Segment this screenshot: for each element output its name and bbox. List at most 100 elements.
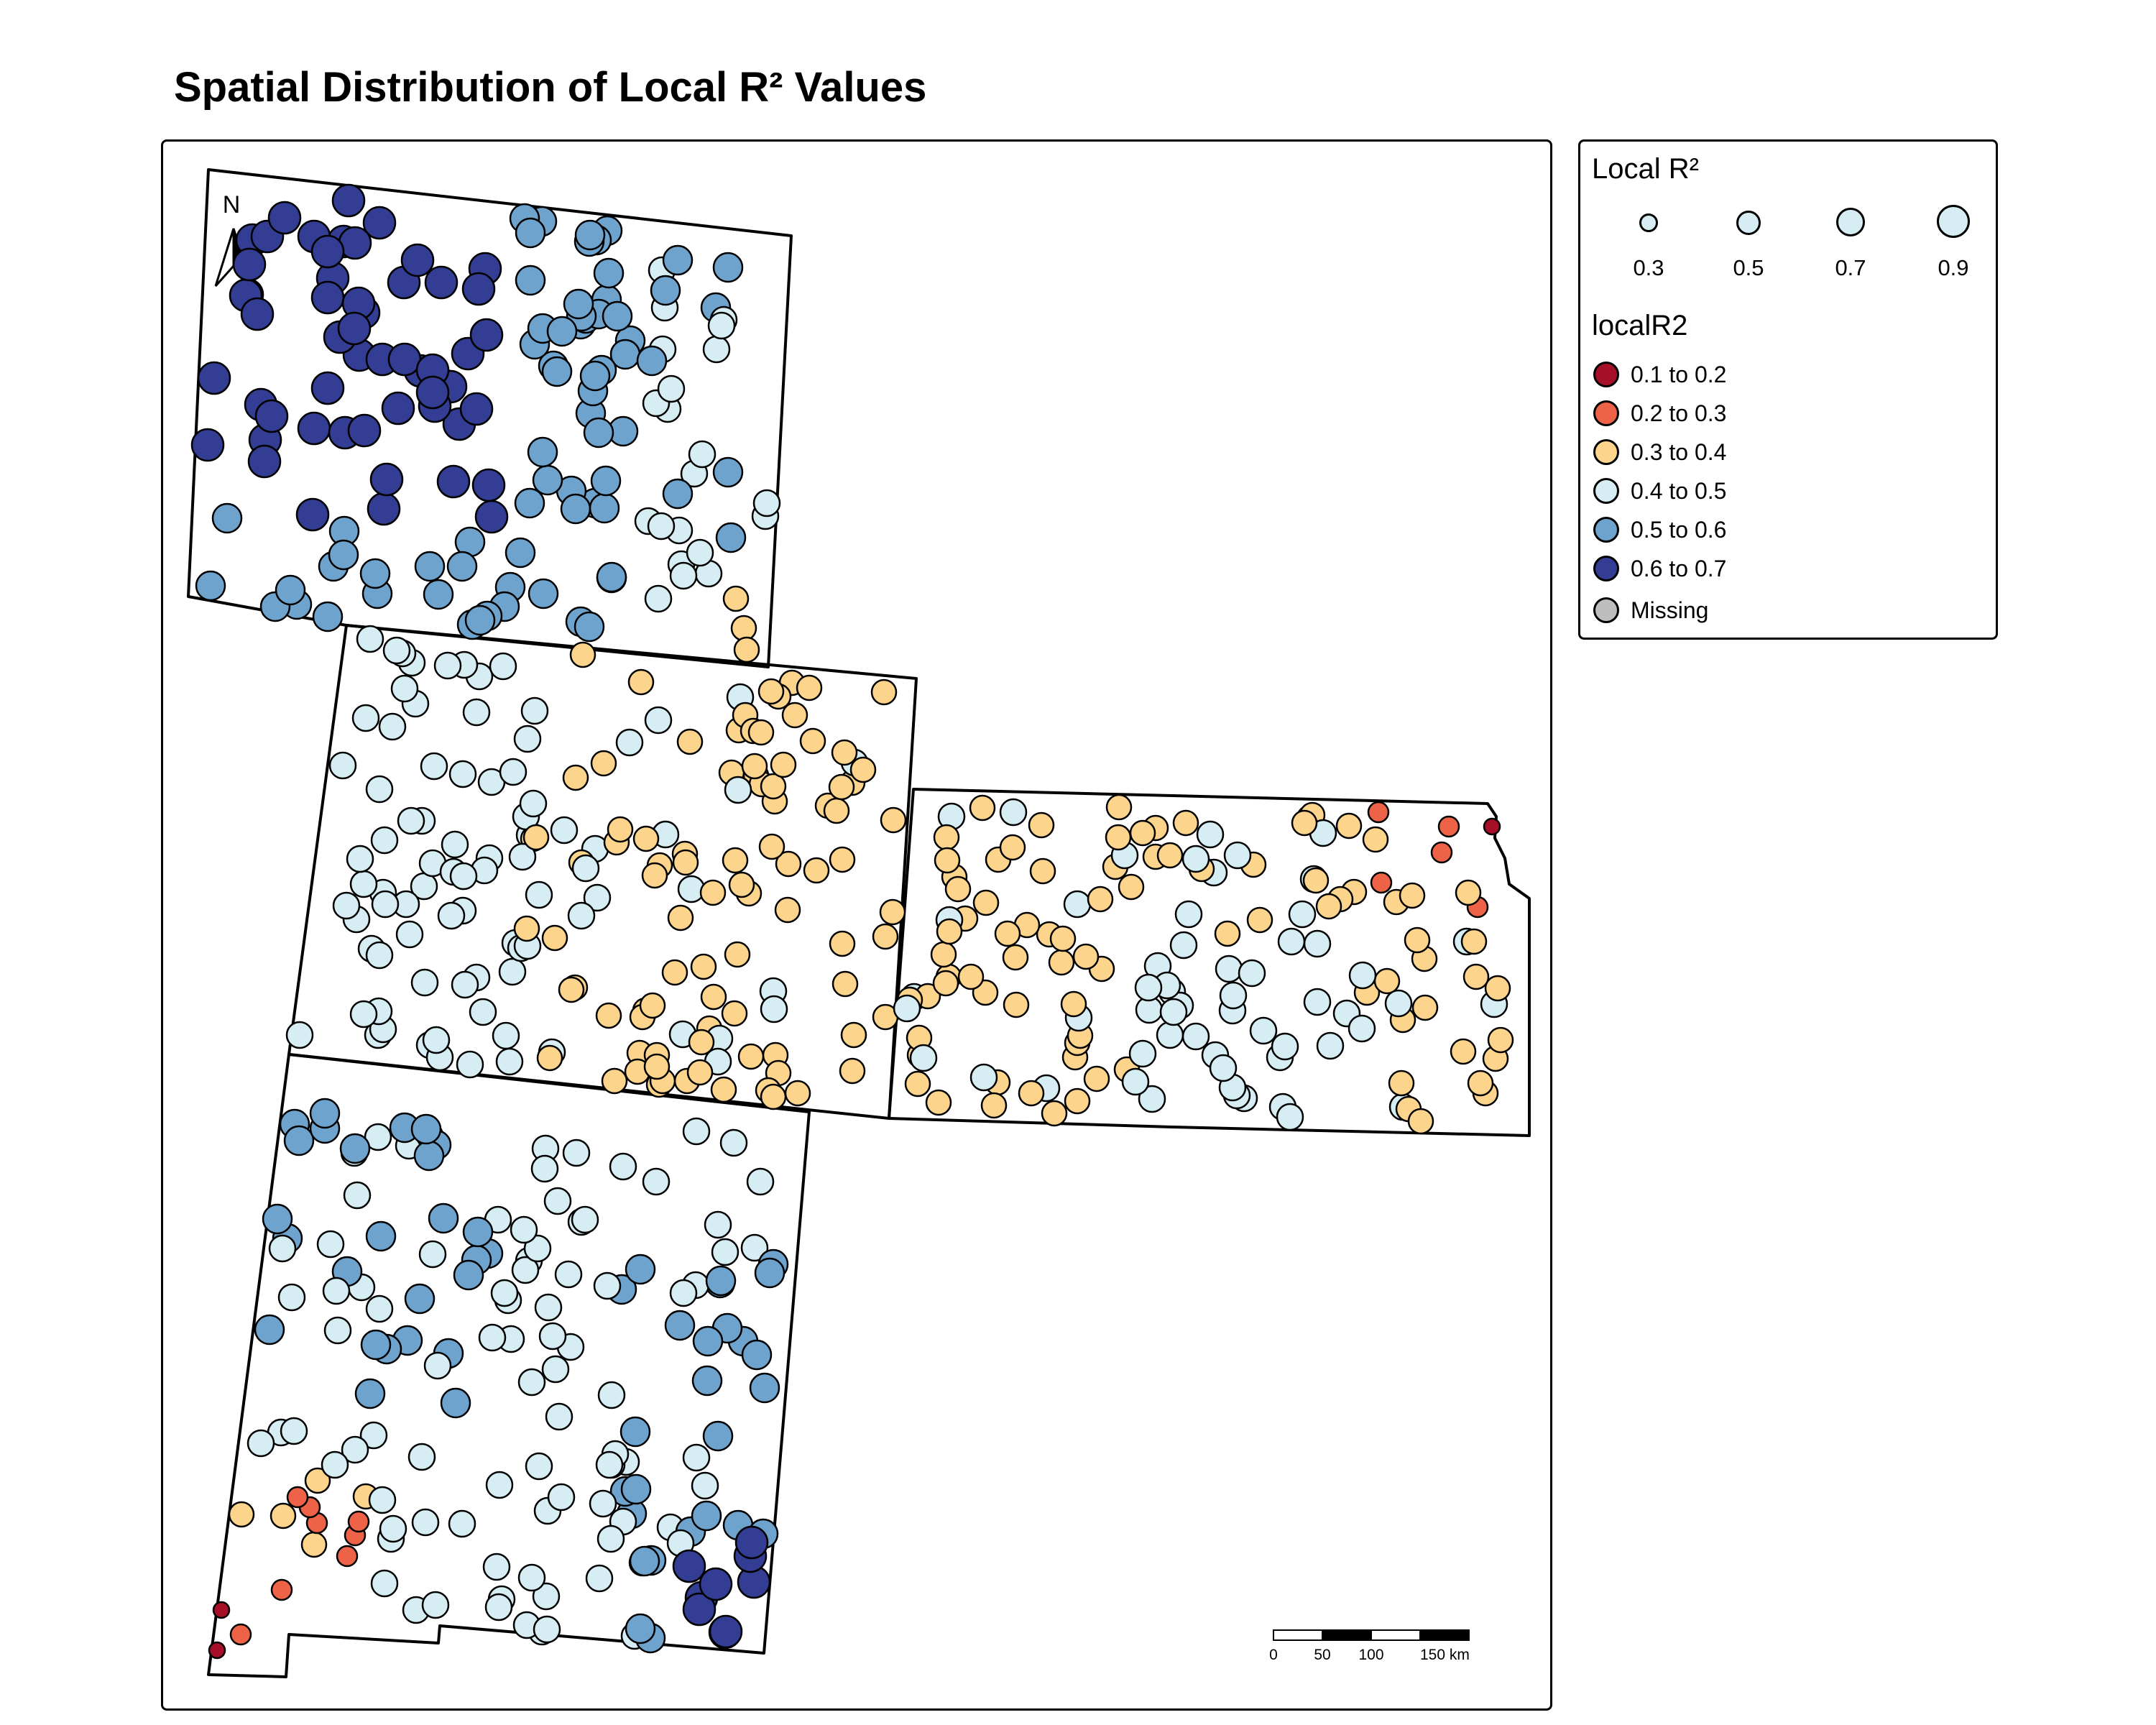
- map-point: [1487, 1026, 1514, 1054]
- map-point: [448, 760, 477, 788]
- map-point: [415, 375, 450, 410]
- map-point: [547, 1483, 576, 1512]
- map-point: [484, 1593, 513, 1622]
- map-point: [602, 300, 633, 332]
- map-point: [517, 1368, 546, 1397]
- map-point: [829, 846, 856, 873]
- map-point: [682, 1443, 711, 1472]
- map-point: [453, 1259, 484, 1291]
- map-point: [601, 1067, 628, 1095]
- legend-size-symbol-0-7: [1836, 208, 1865, 236]
- legend-swatch-class-4: [1593, 478, 1619, 504]
- map-point: [285, 1021, 314, 1049]
- map-point: [1196, 820, 1225, 849]
- map-point: [381, 391, 415, 426]
- map-point: [936, 918, 963, 945]
- map-point: [595, 1002, 622, 1029]
- map-point: [880, 806, 907, 834]
- map-point: [367, 492, 401, 526]
- scale-label-50: 50: [1314, 1647, 1330, 1663]
- legend-swatch-class-6: [1593, 556, 1619, 581]
- map-point: [879, 898, 906, 926]
- map-point: [270, 1578, 293, 1601]
- map-point: [741, 1339, 773, 1371]
- map-point: [1483, 817, 1501, 836]
- map-point: [686, 538, 714, 567]
- map-point: [436, 464, 471, 499]
- map-point: [387, 342, 422, 377]
- map-point: [328, 539, 359, 571]
- map-point: [525, 880, 553, 909]
- map-point: [254, 399, 289, 433]
- legend-size-title: Local R²: [1592, 153, 1699, 185]
- map-point: [532, 1582, 561, 1611]
- map-point: [1118, 873, 1145, 901]
- map-point: [691, 1471, 719, 1500]
- map-point: [704, 1210, 732, 1239]
- map-point: [400, 243, 435, 277]
- map-point: [643, 1053, 671, 1080]
- map-point: [724, 941, 751, 968]
- map-point: [690, 953, 717, 980]
- map-point: [441, 830, 469, 859]
- map-point: [980, 1092, 1008, 1119]
- map-point: [615, 728, 644, 757]
- map-point: [1219, 981, 1248, 1010]
- legend-label-class-5: 0.5 to 0.6: [1631, 517, 1727, 543]
- map-point: [208, 1641, 226, 1660]
- map-point: [1348, 1014, 1376, 1043]
- map-point: [407, 1443, 436, 1471]
- map-point: [232, 247, 267, 282]
- map-point: [286, 1486, 309, 1509]
- map-point: [1335, 812, 1363, 840]
- map-point: [829, 930, 856, 957]
- map-point: [999, 834, 1026, 861]
- map-point: [538, 1322, 567, 1351]
- map-point: [1181, 1022, 1210, 1051]
- map-point: [492, 1021, 520, 1050]
- map-point: [596, 561, 627, 593]
- legend-size-symbol-0-3: [1639, 213, 1658, 232]
- scale-label-0: 0: [1269, 1647, 1278, 1663]
- map-point: [349, 1000, 378, 1029]
- map-point: [356, 625, 384, 653]
- map-point: [270, 1502, 297, 1530]
- map-point: [541, 1355, 570, 1384]
- map-point: [803, 857, 830, 884]
- map-point: [461, 272, 496, 306]
- map-point: [662, 244, 694, 276]
- legend-size-label-0-3: 0.3: [1633, 255, 1664, 280]
- map-point: [590, 750, 617, 777]
- map-point: [1029, 857, 1056, 885]
- map-point: [647, 512, 676, 540]
- map-point: [456, 1050, 484, 1079]
- map-point: [312, 601, 344, 632]
- map-point: [563, 288, 594, 320]
- map-point: [339, 1133, 371, 1164]
- map-point: [280, 1417, 308, 1445]
- map-point: [574, 219, 606, 251]
- map-point: [719, 1128, 748, 1157]
- legend-label-missing: Missing: [1631, 597, 1709, 623]
- map-point: [1407, 1108, 1434, 1135]
- map-point: [1003, 991, 1030, 1018]
- map-point: [620, 1473, 652, 1505]
- map-point: [700, 983, 727, 1011]
- map-point: [229, 1623, 252, 1646]
- map-point: [641, 862, 668, 889]
- map-point: [1048, 949, 1075, 976]
- map-point: [365, 1220, 397, 1252]
- map-point: [1288, 900, 1317, 929]
- map-point: [571, 1205, 599, 1234]
- map-point: [721, 1000, 748, 1027]
- legend-swatch-class-1: [1593, 362, 1619, 387]
- map-point: [499, 758, 528, 786]
- map-point: [195, 570, 226, 602]
- map-point: [513, 915, 540, 942]
- map-point: [508, 842, 537, 871]
- map-point: [688, 440, 717, 469]
- map-frame[interactable]: [161, 139, 1552, 1711]
- map-point: [558, 976, 585, 1003]
- map-point: [619, 1416, 651, 1448]
- map-point: [796, 674, 823, 702]
